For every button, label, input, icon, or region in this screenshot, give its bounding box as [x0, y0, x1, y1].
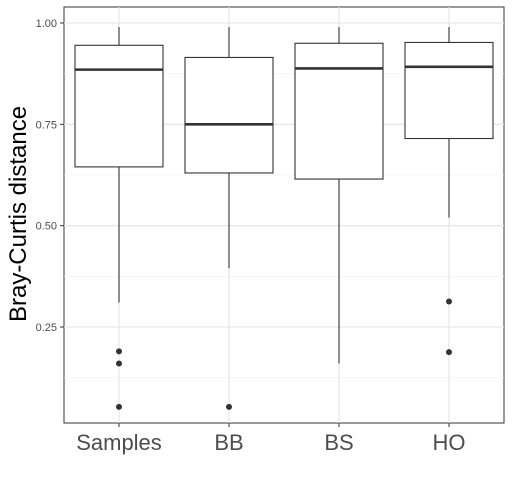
x-tick-label: BB	[214, 430, 243, 455]
y-axis-title: Bray-Curtis distance	[5, 106, 32, 322]
outlier-point	[116, 348, 122, 355]
box-bs	[294, 27, 384, 364]
iqr-box	[294, 42, 384, 180]
y-axis: 0.25 0.50 0.75 1.00	[36, 18, 64, 334]
iqr-box	[74, 44, 164, 168]
x-tick-label: HO	[433, 430, 466, 455]
box-samples	[74, 27, 164, 410]
box-bb	[184, 27, 274, 410]
outlier-point	[116, 403, 122, 410]
x-tick-label: Samples	[76, 430, 162, 455]
y-tick-label: 0.50	[36, 221, 57, 233]
y-tick-label: 1.00	[36, 18, 57, 30]
x-axis: Samples BB BS HO	[76, 423, 466, 455]
outlier-point	[446, 298, 452, 305]
outlier-point	[116, 360, 122, 367]
boxes-layer	[74, 27, 494, 410]
outlier-point	[226, 403, 232, 410]
box-ho	[404, 27, 494, 356]
outlier-point	[446, 349, 452, 356]
iqr-box	[404, 41, 494, 140]
x-tick-label: BS	[324, 430, 353, 455]
y-tick-label: 0.75	[36, 119, 57, 131]
y-tick-label: 0.25	[36, 322, 57, 334]
iqr-box	[184, 56, 274, 174]
